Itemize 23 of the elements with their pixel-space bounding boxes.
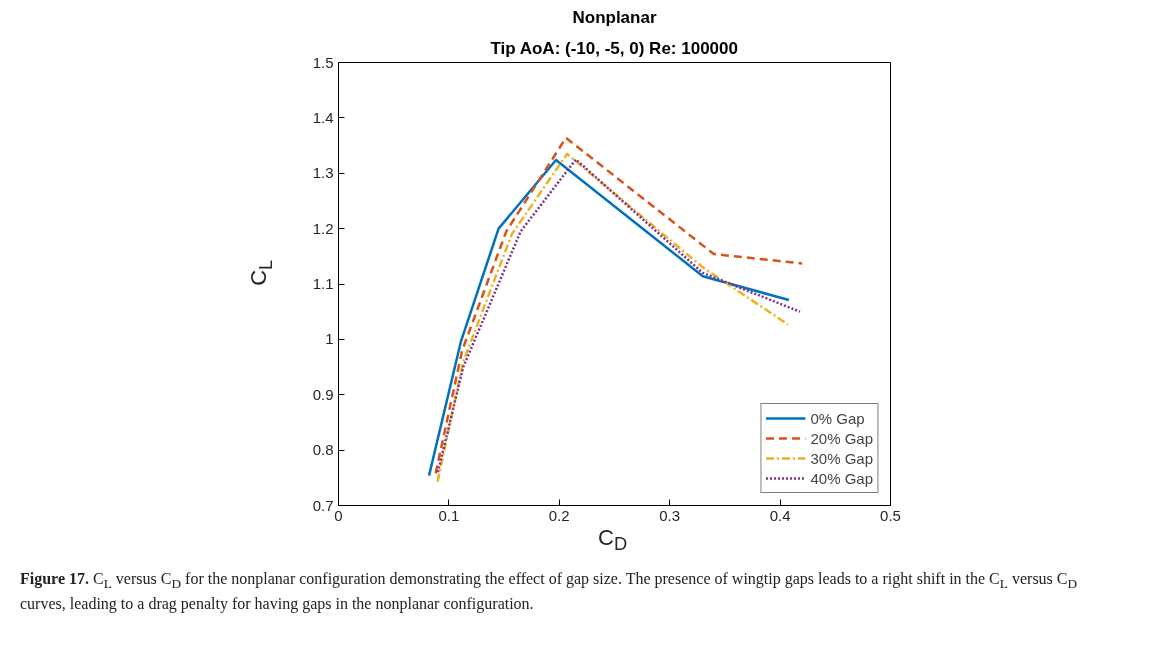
y-tick-label: 0.9 bbox=[312, 385, 334, 403]
x-tick-label: 0.5 bbox=[880, 506, 901, 524]
chart-subtitle: Tip AoA: (-10, -5, 0) Re: 100000 bbox=[490, 38, 738, 58]
y-tick-label: 1 bbox=[325, 330, 334, 348]
x-tick-label: 0.2 bbox=[548, 506, 570, 524]
legend-label: 40% Gap bbox=[810, 469, 873, 487]
y-tick-label: 1.2 bbox=[312, 219, 334, 237]
x-tick-label: 0.4 bbox=[769, 506, 791, 524]
y-tick-label: 0.8 bbox=[312, 441, 334, 459]
x-tick-label: 0.3 bbox=[659, 506, 681, 524]
y-tick-label: 1.3 bbox=[312, 164, 334, 182]
chart-title: Nonplanar bbox=[572, 7, 657, 27]
legend-label: 20% Gap bbox=[810, 429, 873, 447]
y-tick-label: 1.5 bbox=[312, 53, 334, 71]
legend-label: 0% Gap bbox=[810, 409, 865, 427]
text: Figure 17. C$_{L}$ versus C$_{D}$ for the nonplanar configuration demonstrating the effect of gap size. The presence of wingtip gaps leads to a right shift in the C$_{L}$ versus C$_{D}$ curves, leading to a drag penalty for having gaps in the nonplanar configuration. bbox=[20, 569, 1078, 612]
x-tick-label: 0 bbox=[334, 506, 343, 524]
x-axis-title: C$_{D}$ bbox=[598, 524, 628, 557]
x-tick-label: 0.1 bbox=[438, 506, 460, 524]
y-tick-label: 0.7 bbox=[312, 496, 334, 514]
y-tick-label: 1.1 bbox=[312, 275, 334, 292]
y-tick-label: 1.4 bbox=[312, 108, 334, 126]
legend-label: 30% Gap bbox=[810, 449, 873, 467]
